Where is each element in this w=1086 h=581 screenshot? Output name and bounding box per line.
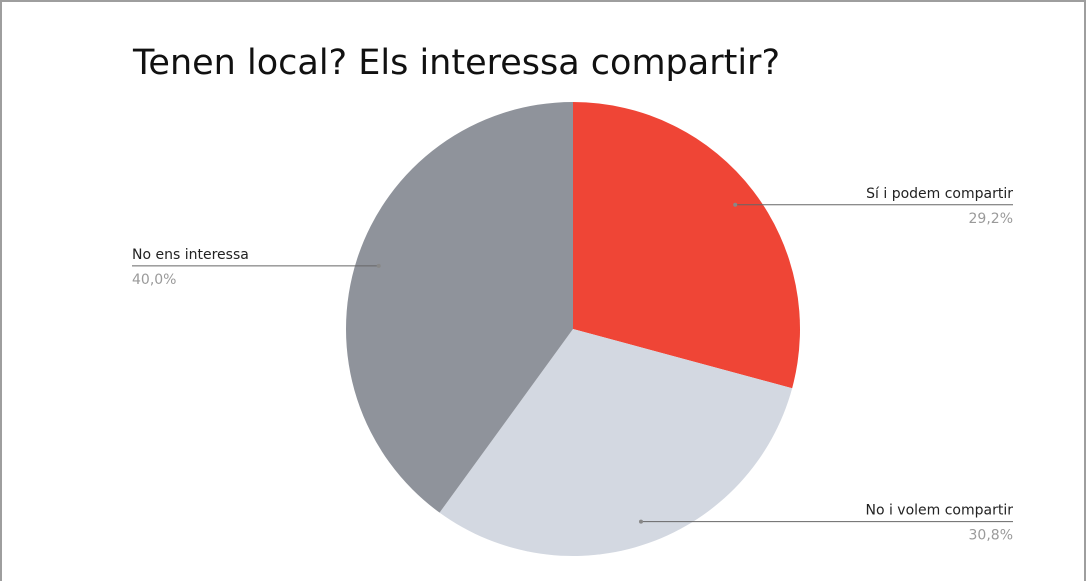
pie-slice: [439, 329, 793, 556]
slice-value-label: 40,0%: [132, 272, 176, 288]
leader-dot: [733, 202, 738, 207]
pie-slice: [573, 102, 800, 389]
chart-title: Tenen local? Els interessa compartir?: [132, 43, 780, 83]
slice-value-label: 29,2%: [969, 211, 1013, 227]
pie-slice: [346, 101, 573, 513]
slice-label: No i volem compartir: [865, 503, 1013, 519]
slice-label: Sí i podem compartir: [866, 186, 1013, 202]
slice-label: No ens interessa: [132, 247, 249, 263]
leader-dot: [376, 263, 381, 268]
slice-value-label: 30,8%: [969, 528, 1013, 544]
leader-dot: [638, 519, 643, 524]
